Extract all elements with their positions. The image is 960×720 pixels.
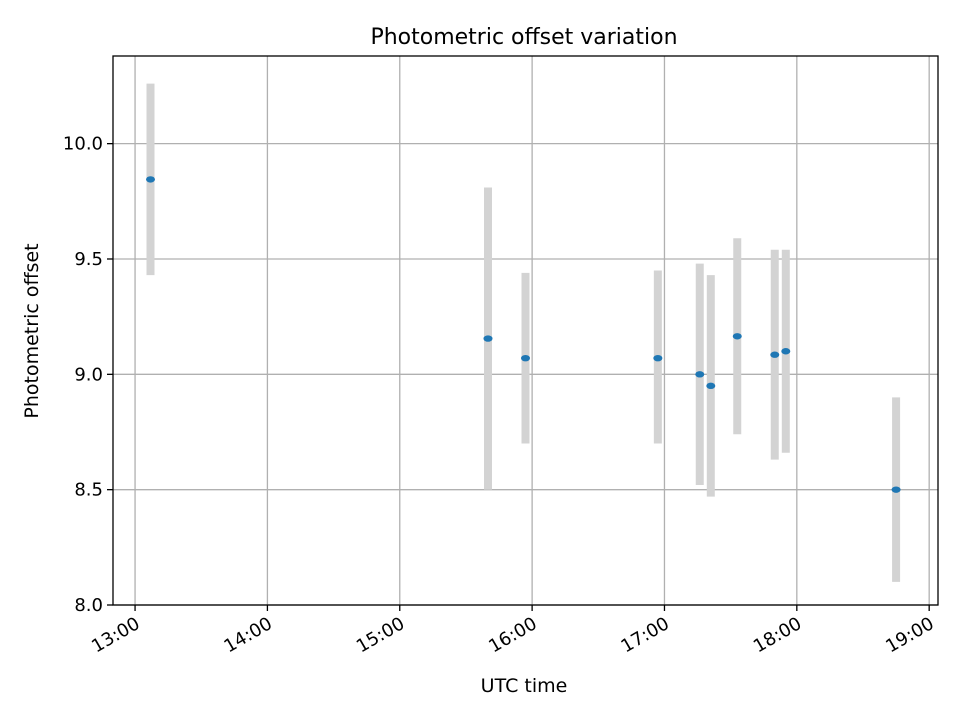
data-point — [521, 354, 530, 362]
data-point — [483, 335, 493, 342]
data-point — [146, 176, 155, 183]
y-tick-label: 9.0 — [74, 364, 103, 385]
data-point — [891, 486, 901, 493]
data-point — [695, 371, 705, 378]
x-axis-label: UTC time — [481, 675, 568, 697]
data-point — [732, 333, 742, 340]
y-tick-label: 8.0 — [74, 595, 103, 616]
grid-layer — [113, 56, 938, 606]
point-layer — [146, 176, 901, 493]
y-tick-label: 9.5 — [74, 249, 103, 270]
y-tick-label: 8.5 — [74, 480, 103, 501]
plot-frame — [112, 55, 939, 606]
data-point — [653, 354, 663, 362]
data-point — [706, 382, 716, 390]
data-point — [770, 351, 780, 358]
data-point — [781, 348, 791, 355]
y-axis-label: Photometric offset — [21, 243, 43, 418]
chart-title: Photometric offset variation — [370, 25, 677, 50]
y-tick-label: 10.0 — [63, 134, 103, 155]
